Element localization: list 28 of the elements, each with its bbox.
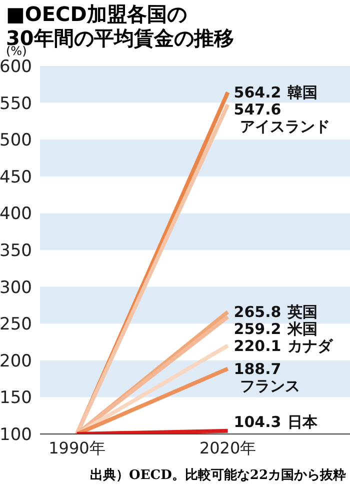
data-label: 265.8 [234,303,282,322]
text: カナダ [287,337,334,356]
y-tick-label: 100 [0,425,32,446]
x-tick-label: 1990年 [48,438,106,458]
series-label: アイスランド [240,118,330,136]
y-tick-label: 300 [0,278,32,298]
text: 英国 [286,303,318,322]
data-label: 104.3 [234,412,282,431]
data-label: 220.1 [234,337,282,356]
data-label: 547.6 [234,100,282,119]
text: 日本 [287,412,318,431]
y-tick-label: 550 [0,94,32,114]
source-note: 出典）OECD。比較可能な22カ国から抜粋 [90,467,346,484]
y-tick-label: 250 [0,314,32,335]
data-label: 259.2 [234,320,282,338]
data-label: 188.7 [234,360,282,378]
text: 韓国 [287,84,318,102]
y-tick-label: 600 [0,57,32,78]
data-label: 564.2 [234,84,282,102]
series-label: フランス [240,376,300,395]
y-tick-label: 500 [0,130,32,151]
y-tick-label: 450 [0,167,32,188]
x-tick-label: 2020年 [199,438,256,458]
y-tick-label: 150 [0,388,32,408]
y-tick-label: 200 [0,351,32,372]
y-tick-label: 350 [0,241,32,262]
y-tick-label: 400 [0,204,32,224]
text: 米国 [286,320,318,338]
